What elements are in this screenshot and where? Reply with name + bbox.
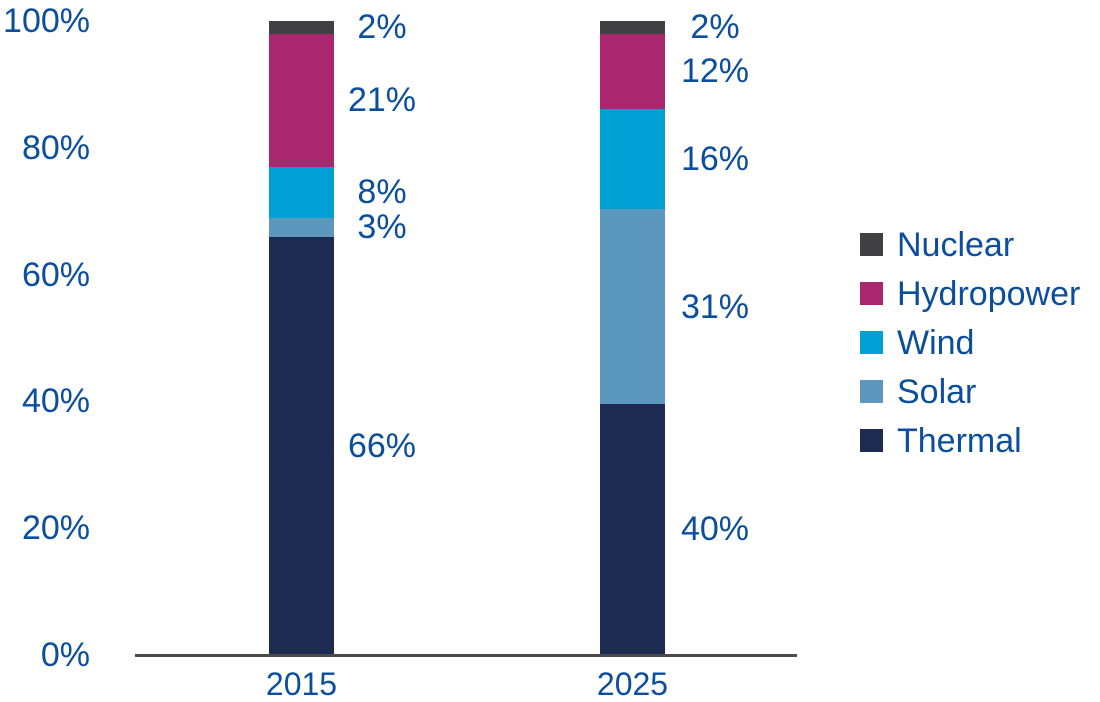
data-label-wind-2025: 16% xyxy=(680,140,750,179)
bar-2015 xyxy=(269,21,334,655)
segment-nuclear-2025 xyxy=(600,21,665,34)
segment-hydropower-2015 xyxy=(269,33,334,167)
data-label-wind-2015: 8% xyxy=(357,173,407,212)
legend-label: Wind xyxy=(897,323,975,362)
segment-thermal-2025 xyxy=(600,403,665,655)
y-tick-label: 40% xyxy=(21,382,90,421)
segment-hydropower-2025 xyxy=(600,33,665,109)
legend-label: Solar xyxy=(897,372,977,411)
data-label-solar-2025: 31% xyxy=(680,287,750,326)
x-axis-line xyxy=(135,654,797,657)
chart-legend: Nuclear Hydropower Wind Solar Thermal xyxy=(860,220,1080,465)
x-tick-label-2015: 2015 xyxy=(265,666,338,702)
segment-solar-2025 xyxy=(600,209,665,404)
y-tick-label: 80% xyxy=(21,128,90,167)
y-tick-label: 20% xyxy=(21,509,90,548)
y-tick-label: 100% xyxy=(3,2,90,40)
segment-nuclear-2015 xyxy=(269,21,334,34)
data-label-hydropower-2025: 12% xyxy=(680,52,750,91)
data-label-thermal-2025: 40% xyxy=(680,510,750,549)
legend-item-wind: Wind xyxy=(860,318,1080,367)
segment-wind-2025 xyxy=(600,108,665,210)
legend-label: Nuclear xyxy=(897,225,1015,264)
legend-item-hydropower: Hydropower xyxy=(860,269,1080,318)
data-label-hydropower-2015: 21% xyxy=(347,81,417,120)
legend-label: Hydropower xyxy=(897,274,1081,313)
legend-swatch-wind xyxy=(860,331,883,354)
data-label-nuclear-2015: 2% xyxy=(357,8,407,47)
data-label-thermal-2015: 66% xyxy=(347,426,417,465)
y-tick-label: 60% xyxy=(21,255,90,294)
data-label-nuclear-2025: 2% xyxy=(690,8,740,47)
legend-item-nuclear: Nuclear xyxy=(860,220,1080,269)
segment-thermal-2015 xyxy=(269,236,334,655)
bar-2025 xyxy=(600,21,665,655)
x-tick-label-2025: 2025 xyxy=(596,666,669,702)
legend-swatch-nuclear xyxy=(860,233,883,256)
y-tick-label: 0% xyxy=(40,636,90,674)
segment-wind-2015 xyxy=(269,166,334,218)
segment-solar-2015 xyxy=(269,217,334,237)
legend-item-thermal: Thermal xyxy=(860,416,1080,465)
data-label-solar-2015: 3% xyxy=(357,208,407,247)
legend-swatch-solar xyxy=(860,380,883,403)
legend-swatch-hydropower xyxy=(860,282,883,305)
legend-swatch-thermal xyxy=(860,429,883,452)
legend-label: Thermal xyxy=(897,421,1022,460)
legend-item-solar: Solar xyxy=(860,367,1080,416)
